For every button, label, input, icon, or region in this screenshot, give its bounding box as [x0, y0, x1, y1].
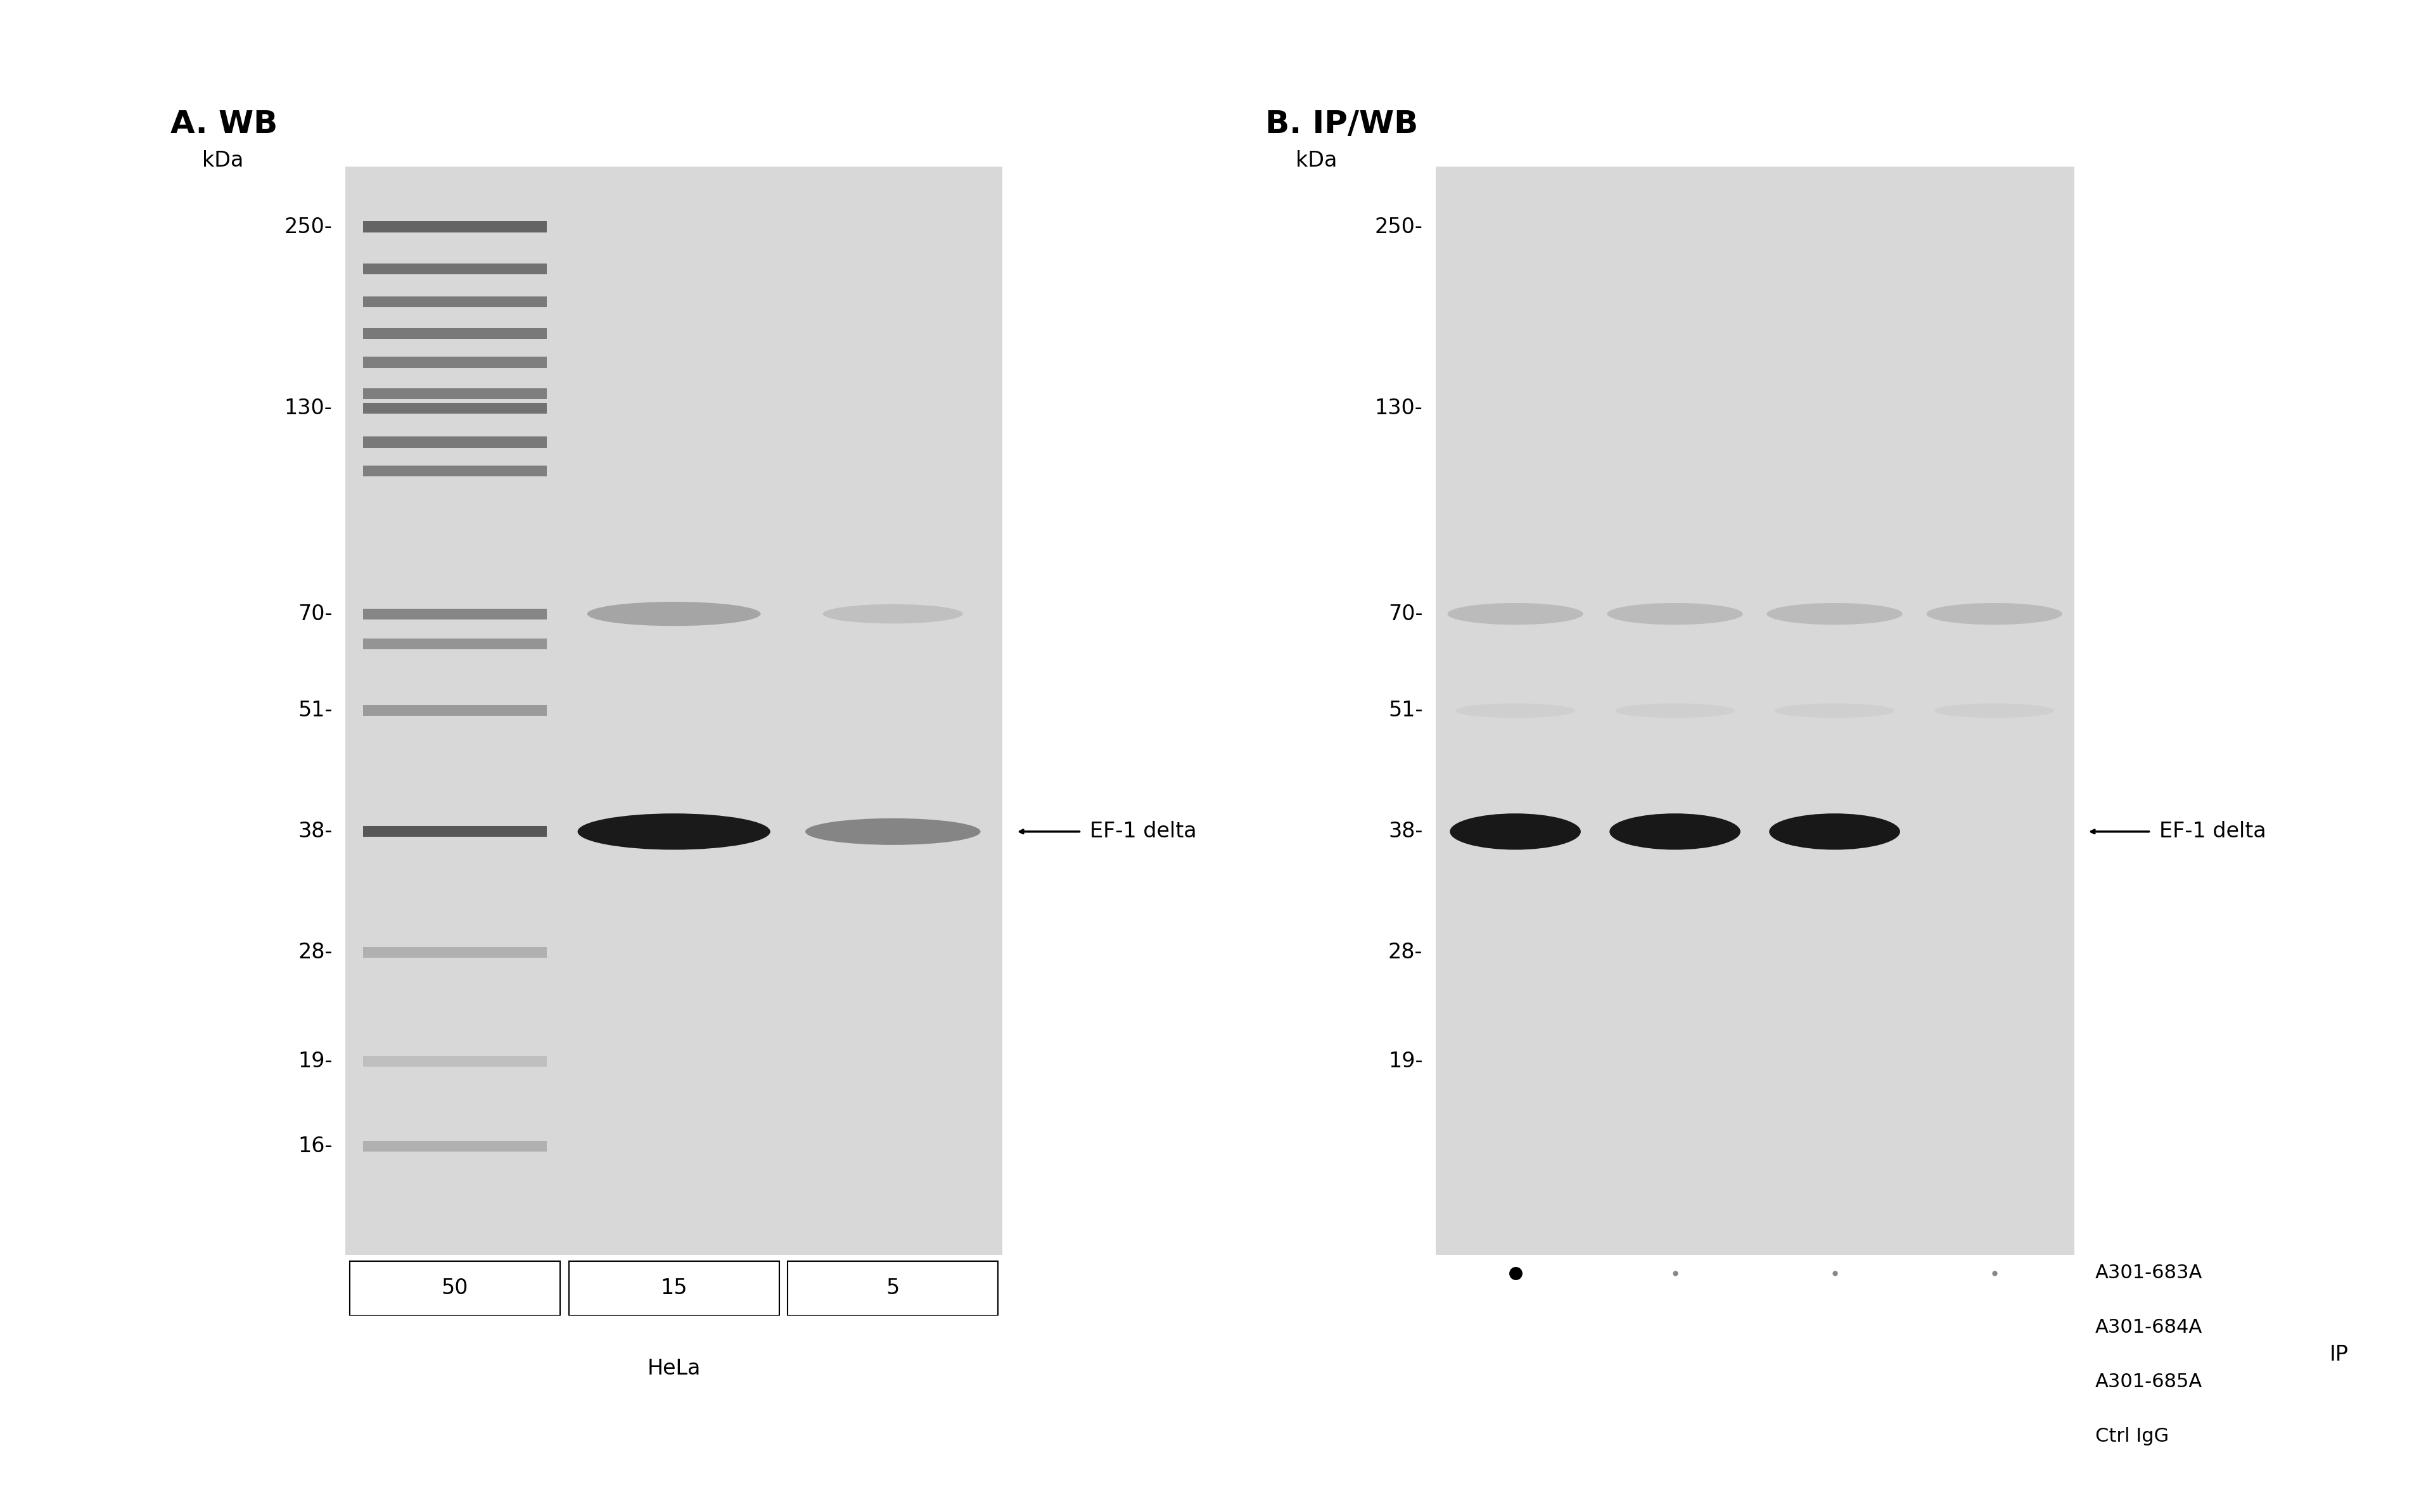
Ellipse shape [1769, 813, 1900, 850]
Text: 70-: 70- [1389, 603, 1423, 624]
Text: 19-: 19- [1389, 1051, 1423, 1072]
Text: B. IP/WB: B. IP/WB [1265, 109, 1418, 139]
Bar [363, 389, 547, 399]
Text: 15: 15 [659, 1278, 689, 1299]
Text: HeLa: HeLa [647, 1358, 701, 1379]
Text: 250-: 250- [1375, 216, 1423, 237]
Text: kDa: kDa [1294, 150, 1338, 171]
Text: 5: 5 [886, 1278, 900, 1299]
FancyBboxPatch shape [350, 1261, 560, 1315]
Ellipse shape [1455, 703, 1574, 718]
Text: 250-: 250- [285, 216, 333, 237]
Ellipse shape [1774, 703, 1895, 718]
Bar [363, 608, 547, 620]
Text: 28-: 28- [1389, 942, 1423, 963]
Text: 51-: 51- [1389, 700, 1423, 721]
Ellipse shape [1616, 703, 1735, 718]
Bar [363, 466, 547, 476]
Ellipse shape [1927, 603, 2063, 624]
Ellipse shape [1450, 813, 1581, 850]
Ellipse shape [1611, 813, 1740, 850]
Bar [363, 1140, 547, 1152]
Bar [345, 166, 1002, 1255]
Bar [363, 638, 547, 650]
Text: 19-: 19- [297, 1051, 333, 1072]
Text: A301-684A: A301-684A [2095, 1318, 2202, 1337]
Bar [363, 296, 547, 307]
Text: A301-683A: A301-683A [2095, 1264, 2202, 1282]
Ellipse shape [1608, 603, 1742, 624]
Text: 50: 50 [440, 1278, 470, 1299]
Bar [363, 221, 547, 233]
Bar [363, 263, 547, 275]
Ellipse shape [577, 813, 771, 850]
Text: IP: IP [2331, 1344, 2348, 1365]
Text: A. WB: A. WB [170, 109, 277, 139]
Bar [363, 947, 547, 959]
Text: 38-: 38- [297, 821, 333, 842]
Text: 130-: 130- [285, 398, 333, 419]
Ellipse shape [805, 818, 980, 845]
Text: EF-1 delta: EF-1 delta [2161, 821, 2265, 842]
Text: 16-: 16- [297, 1136, 333, 1157]
FancyBboxPatch shape [569, 1261, 779, 1315]
Bar [363, 826, 547, 838]
Text: Ctrl IgG: Ctrl IgG [2095, 1427, 2168, 1445]
Bar [363, 705, 547, 717]
Ellipse shape [822, 605, 963, 623]
Bar [363, 1055, 547, 1067]
Text: A301-685A: A301-685A [2095, 1373, 2202, 1391]
Text: kDa: kDa [202, 150, 243, 171]
Text: 38-: 38- [1389, 821, 1423, 842]
Text: 28-: 28- [297, 942, 333, 963]
Ellipse shape [586, 602, 762, 626]
Bar [363, 437, 547, 448]
Ellipse shape [1766, 603, 1903, 624]
Text: EF-1 delta: EF-1 delta [1090, 821, 1197, 842]
Text: 70-: 70- [297, 603, 333, 624]
Bar [363, 328, 547, 339]
Bar [1435, 166, 2073, 1255]
Ellipse shape [1934, 703, 2053, 718]
Bar [363, 357, 547, 367]
Bar [363, 402, 547, 414]
Ellipse shape [1448, 603, 1584, 624]
Text: 51-: 51- [297, 700, 333, 721]
Text: 130-: 130- [1375, 398, 1423, 419]
FancyBboxPatch shape [788, 1261, 998, 1315]
